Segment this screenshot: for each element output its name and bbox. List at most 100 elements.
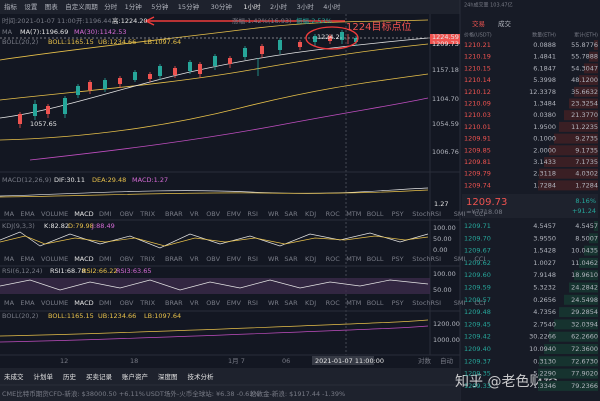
toolbar-item[interactable]: 设置 (24, 2, 38, 11)
indicator-tab[interactable]: EMA (20, 299, 35, 307)
indicator-tab[interactable]: SMI (454, 210, 466, 218)
indicator-tab[interactable]: RSI (247, 210, 258, 218)
indicator-tab[interactable]: VR (190, 255, 199, 263)
indicator-tab[interactable]: TRIX (139, 255, 155, 263)
indicator-tab[interactable]: EMV (227, 255, 242, 263)
ob-total: 62.2660 (571, 333, 598, 341)
toolbar-item[interactable]: 30分钟 (211, 2, 233, 11)
toolbar-item[interactable]: 图表 (45, 2, 59, 11)
bottom-tab[interactable]: 深度图 (158, 372, 178, 381)
indicator-tab[interactable]: EMA (20, 210, 35, 218)
indicator-tab[interactable]: BOLL (367, 210, 384, 218)
toolbar-item[interactable]: 分时 (104, 2, 118, 11)
indicator-tab[interactable]: BRAR (165, 210, 183, 218)
bottom-tab[interactable]: 计划单 (34, 372, 54, 381)
ob-price: 1209.85 (464, 146, 491, 154)
indicator-tab[interactable]: DMI (99, 299, 112, 307)
indicator-tab[interactable]: SMI (454, 299, 466, 307)
ob-tab[interactable]: 交易 (472, 19, 485, 28)
indicator-tab[interactable]: ROC (326, 210, 341, 218)
macd-val: MACD:1.27 (132, 176, 168, 184)
indicator-tab[interactable]: TRIX (139, 210, 155, 218)
indicator-tab[interactable]: StochRSI (412, 299, 441, 307)
indicator-tab[interactable]: CCI (474, 255, 485, 263)
indicator-tab[interactable]: MTM (346, 210, 361, 218)
indicator-tab[interactable]: KDJ (305, 299, 316, 307)
candle-bodies-green (33, 32, 358, 116)
indicator-tab[interactable]: DMI (99, 210, 112, 218)
indicator-tab[interactable]: MACD (74, 299, 93, 307)
indicator-tab[interactable]: BOLL (367, 255, 384, 263)
indicator-tab[interactable]: ROC (326, 299, 341, 307)
toolbar-item[interactable]: 1小时 (243, 2, 261, 11)
toolbar-item[interactable]: 1分钟 (125, 2, 143, 11)
kdj-k: K:82.82 (44, 222, 69, 230)
ma30: MA(30):1142.53 (74, 28, 126, 36)
depth-bar (564, 294, 598, 305)
indicator-tab[interactable]: KDJ (305, 255, 316, 263)
indicator-tab[interactable]: SAR (284, 210, 298, 218)
indicator-tab[interactable]: RSI (247, 299, 258, 307)
indicator-tab[interactable]: OBV (206, 210, 220, 218)
indicator-tab[interactable]: PSY (392, 299, 404, 307)
indicator-tab[interactable]: OBV (206, 255, 220, 263)
toolbar-item[interactable]: 2小时 (270, 2, 288, 11)
indicator-tab[interactable]: VR (190, 299, 199, 307)
indicator-tab[interactable]: PSY (392, 210, 404, 218)
indicator-tab[interactable]: WR (268, 210, 279, 218)
indicator-tab[interactable]: SAR (284, 255, 298, 263)
indicator-tab[interactable]: KDJ (305, 210, 316, 218)
indicator-tab[interactable]: BOLL (367, 299, 384, 307)
bottom-tab[interactable]: 技术分析 (188, 372, 215, 381)
indicator-tab[interactable]: SAR (284, 299, 298, 307)
indicator-tab[interactable]: VR (190, 210, 199, 218)
toolbar-item[interactable]: 3小时 (297, 2, 315, 11)
indicator-tab[interactable]: StochRSI (412, 255, 441, 263)
indicator-tab[interactable]: EMV (227, 299, 242, 307)
indicator-tab[interactable]: StochRSI (412, 210, 441, 218)
indicator-tab[interactable]: VOLUME (41, 299, 68, 307)
indicator-tab[interactable]: BRAR (165, 255, 183, 263)
indicator-tab[interactable]: MTM (346, 299, 361, 307)
price-axis-label: 1054.59 (432, 120, 459, 128)
indicator-tab[interactable]: OBV (120, 210, 134, 218)
ob-tab[interactable]: 成交 (498, 19, 512, 28)
indicator-tab[interactable]: MA (4, 255, 15, 263)
indicator-tab[interactable]: MACD (74, 255, 93, 263)
indicator-tab[interactable]: EMA (20, 255, 35, 263)
bottom-tab[interactable]: 买卖记录 (86, 373, 113, 381)
indicator-tab[interactable]: EMV (227, 210, 242, 218)
indicator-tab[interactable]: OBV (120, 255, 134, 263)
indicator-tab[interactable]: DMI (99, 255, 112, 263)
indicator-tab[interactable]: OBV (120, 299, 134, 307)
bottom-tab[interactable]: 历史 (63, 372, 77, 381)
indicator-tab[interactable]: ROC (326, 255, 341, 263)
bottom-tab[interactable]: 账户资产 (122, 372, 149, 381)
indicator-tab[interactable]: SMI (454, 255, 466, 263)
indicator-tab[interactable]: TRIX (139, 299, 155, 307)
scale-option[interactable]: 对数 (418, 356, 432, 365)
indicator-tab[interactable]: VOLUME (41, 255, 68, 263)
indicator-tab[interactable]: OBV (206, 299, 220, 307)
indicator-tab[interactable]: RSI (247, 255, 258, 263)
toolbar-item[interactable]: 15分钟 (178, 2, 200, 11)
toolbar-item[interactable]: 自定义周期 (65, 2, 98, 11)
bottom-tab[interactable]: 未成交 (4, 372, 24, 381)
annotation-arrow (144, 16, 345, 26)
indicator-tab[interactable]: MACD (74, 210, 93, 218)
toolbar-item[interactable]: 5分钟 (151, 2, 169, 11)
scale-option[interactable]: 自动 (440, 356, 454, 365)
indicator-tab[interactable]: CCI (474, 299, 485, 307)
indicator-tab[interactable]: MA (4, 299, 15, 307)
toolbar-item[interactable]: 指标 (4, 2, 18, 11)
indicator-tab[interactable]: CCI (474, 210, 485, 218)
ob-total: 54.3047 (571, 64, 598, 72)
indicator-tab[interactable]: MTM (346, 255, 361, 263)
indicator-tab[interactable]: WR (268, 255, 279, 263)
indicator-tab[interactable]: PSY (392, 255, 404, 263)
indicator-tab[interactable]: WR (268, 299, 279, 307)
indicator-tab[interactable]: MA (4, 210, 15, 218)
indicator-tab[interactable]: VOLUME (41, 210, 68, 218)
toolbar-item[interactable]: 4小时 (323, 2, 341, 11)
indicator-tab[interactable]: BRAR (165, 299, 183, 307)
